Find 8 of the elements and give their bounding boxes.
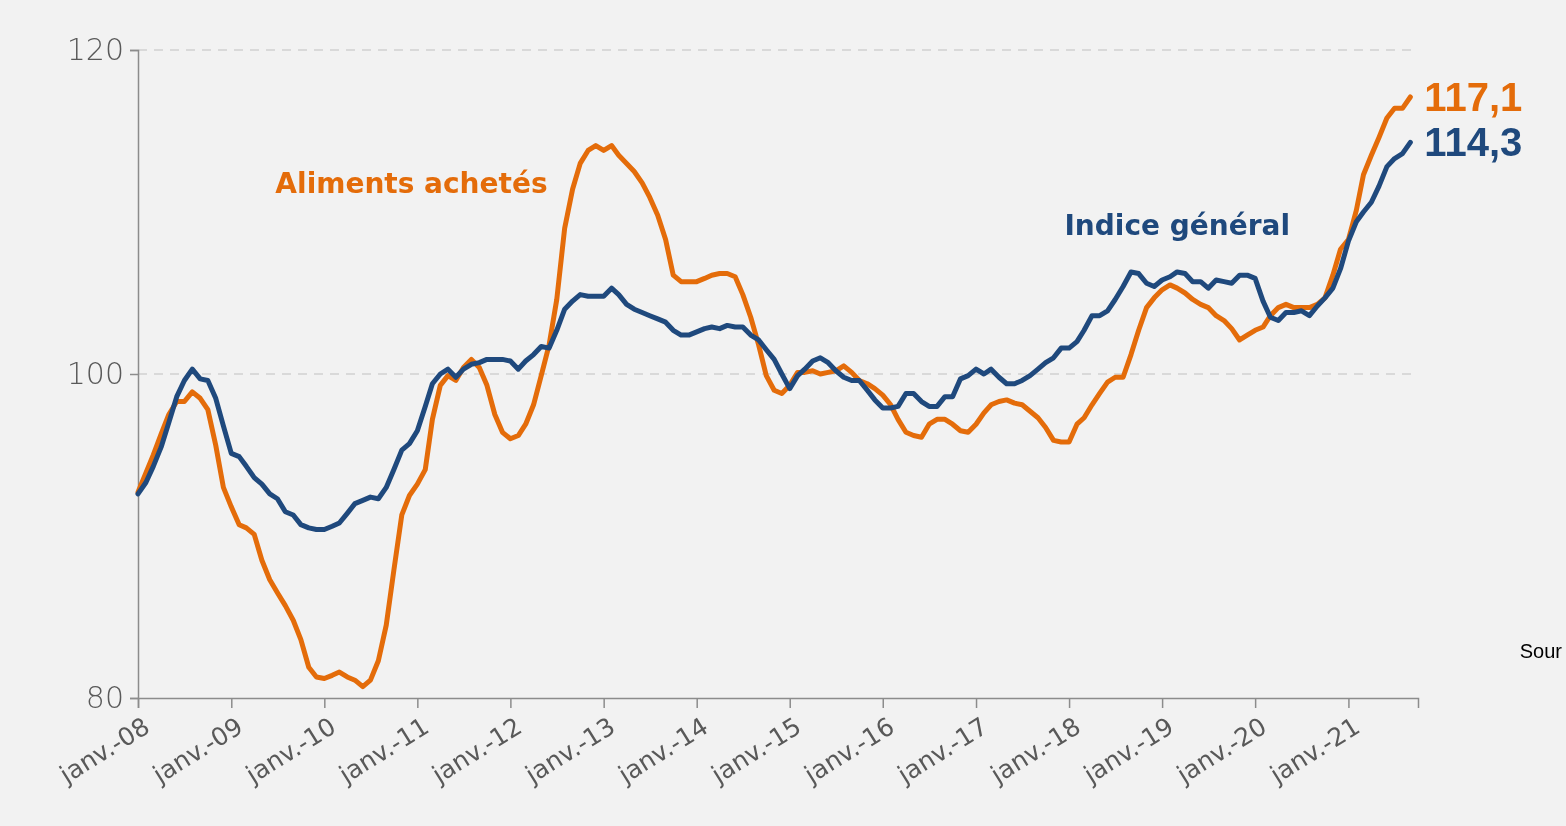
annotation: 117,1 bbox=[1424, 74, 1523, 119]
y-tick-label: 120 bbox=[66, 32, 124, 68]
y-tick-label: 80 bbox=[85, 680, 124, 716]
text: Sour bbox=[1519, 640, 1563, 662]
series-label: Indice général bbox=[1064, 208, 1290, 242]
series-label: Aliments achetés bbox=[275, 166, 548, 200]
annotation: 114,3 bbox=[1424, 120, 1523, 165]
y-tick-label: 100 bbox=[66, 356, 124, 392]
